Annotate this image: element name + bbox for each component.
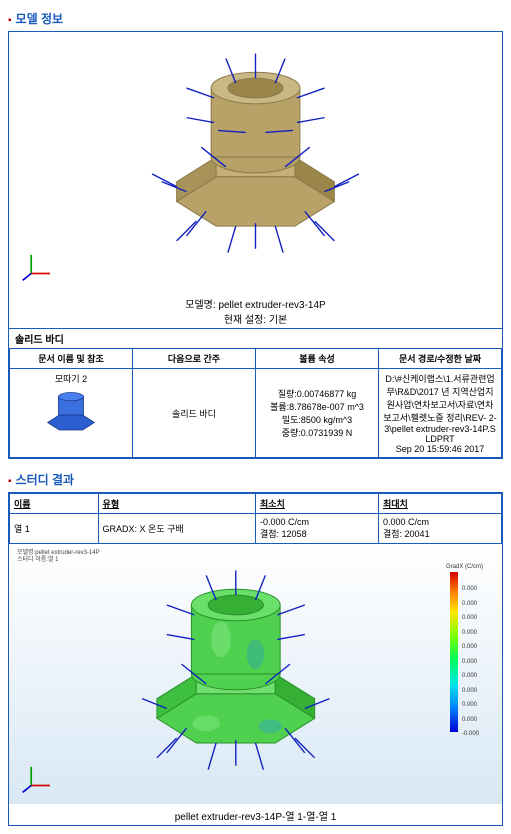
legend-bar [450, 572, 458, 732]
section-title-study-results: 스터디 결과 [8, 471, 503, 488]
model-meta-table: 문서 이름 및 참조 다음으로 간주 볼륨 속성 문서 경로/수정한 날짜 모따… [9, 348, 502, 458]
col-treated-as: 다음으로 간주 [133, 349, 256, 369]
cell-volume-props: 질량:0.00746877 kg 볼륨:8.78678e-007 m^3 밀도:… [256, 369, 379, 458]
solid-body-subhead: 솔리드 바디 [9, 328, 502, 348]
col-type: 유형 [98, 494, 255, 514]
section-title-model-info: 모델 정보 [8, 10, 503, 27]
triad-icon [21, 248, 55, 282]
col-name: 이름 [10, 494, 99, 514]
triad-icon-2 [21, 760, 55, 794]
cell-type: GRADX: X 온도 구배 [98, 514, 255, 544]
results-table: 이름 유형 최소치 최대치 열 1 GRADX: X 온도 구배 -0.000 … [9, 493, 502, 544]
col-volume-props: 볼륨 속성 [256, 349, 379, 369]
config-label: 현재 설정: [224, 315, 266, 326]
study-results-panel: 이름 유형 최소치 최대치 열 1 GRADX: X 온도 구배 -0.000 … [8, 492, 503, 826]
legend-ticks: 0.000 0.000 0.000 0.000 0.000 0.000 0.00… [462, 582, 479, 742]
cell-min: -0.000 C/cm 결점: 12058 [255, 514, 378, 544]
legend-title: GradX (C/cm) [446, 564, 492, 570]
results-viewport: 모델명:pellet extruder-rev3-14P스터디 이름:열 1 [9, 544, 502, 804]
cell-treated-as: 솔리드 바디 [133, 369, 256, 458]
col-min: 최소치 [255, 494, 378, 514]
col-max: 최대치 [378, 494, 501, 514]
model-name-value: pellet extruder-rev3-14P [218, 300, 325, 311]
col-doc-ref: 문서 이름 및 참조 [10, 349, 133, 369]
config-value: 기본 [269, 315, 287, 326]
results-svg [9, 544, 502, 804]
results-caption: pellet extruder-rev3-14P-열 1-열-열 1 [9, 804, 502, 825]
cell-doc-ref: 모따기 2 [10, 369, 133, 458]
viewport-label: 모델명:pellet extruder-rev3-14P스터디 이름:열 1 [17, 550, 100, 563]
cell-doc-path: D:\#신케이랩스\1.서류관련업무\R&D\2017 년 지역산업지원사업\연… [379, 369, 502, 458]
model-info-panel: 모델명: pellet extruder-rev3-14P 현재 설정: 기본 … [8, 31, 503, 459]
cell-name: 열 1 [10, 514, 99, 544]
model-svg [9, 32, 502, 292]
color-legend: GradX (C/cm) 0.000 0.000 0.000 0.000 0.0… [446, 564, 492, 732]
doc-ref-text: 모따기 2 [14, 372, 128, 385]
cell-max: 0.000 C/cm 결점: 20041 [378, 514, 501, 544]
model-name-label: 모델명: [185, 300, 215, 311]
model-viewport [9, 32, 502, 292]
col-doc-path: 문서 경로/수정한 날짜 [379, 349, 502, 369]
thumbnail-svg [14, 385, 128, 435]
model-caption: 모델명: pellet extruder-rev3-14P 현재 설정: 기본 [9, 292, 502, 328]
